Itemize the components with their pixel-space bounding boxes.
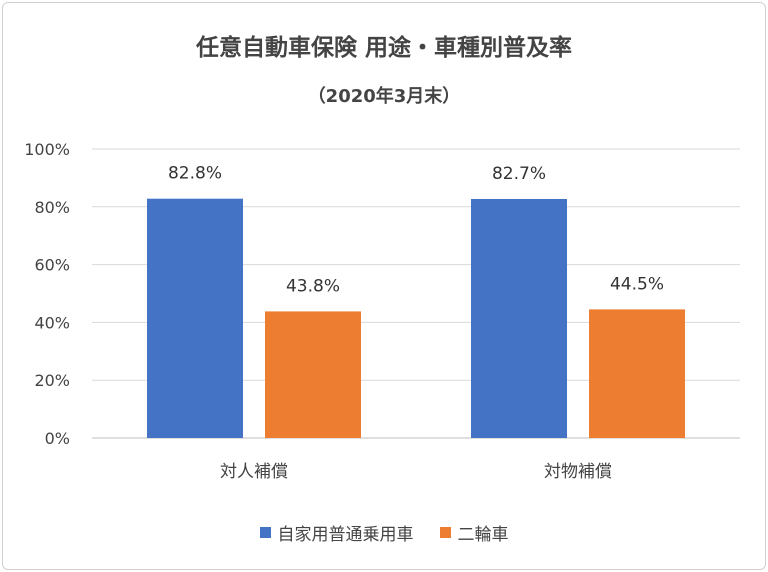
legend-swatch-passenger-car [259, 527, 271, 538]
data-label: 43.8% [286, 276, 340, 296]
bar [147, 198, 243, 438]
legend-item-passenger-car: 自家用普通乗用車 [259, 520, 414, 545]
data-label: 44.5% [610, 274, 664, 294]
bar [265, 311, 361, 438]
y-tick-label: 80% [34, 198, 70, 217]
data-label: 82.8% [168, 164, 222, 184]
legend-label-motorcycle: 二輪車 [457, 525, 509, 545]
chart-subtitle: （2020年3月末） [307, 86, 461, 107]
category-label: 対物補償 [544, 462, 612, 482]
y-tick-label: 40% [34, 313, 70, 332]
y-tick-label: 60% [34, 256, 70, 275]
bar [589, 309, 685, 438]
legend-label-passenger-car: 自家用普通乗用車 [277, 525, 414, 545]
bar [471, 198, 567, 438]
y-tick-label: 20% [34, 371, 70, 390]
data-label: 82.7% [492, 164, 546, 184]
chart-legend: 自家用普通乗用車 二輪車 [0, 520, 768, 545]
category-label: 対人補償 [220, 462, 288, 482]
legend-item-motorcycle: 二輪車 [439, 520, 509, 545]
legend-swatch-motorcycle [439, 527, 451, 538]
y-tick-label: 100% [24, 140, 70, 159]
chart-title: 任意自動車保険 用途・車種別普及率 [195, 35, 572, 61]
y-tick-label: 0% [45, 429, 70, 448]
